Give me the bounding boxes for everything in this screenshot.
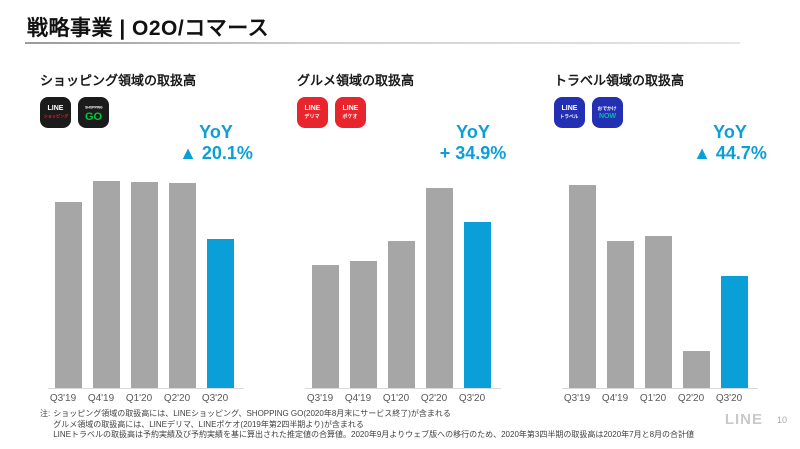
chart-title: トラベル領域の取扱高: [554, 73, 685, 88]
app-icon-row: LINE デリマ LINE ポケオ: [297, 97, 547, 128]
icon-label: おでかけ: [597, 106, 618, 111]
app-icon-row: LINE ショッピング SHOPPING GO: [40, 97, 290, 128]
bar-chart: Q3'19 Q4'19 Q1'20 Q2'20 Q3'20: [562, 173, 762, 404]
yoy-badge: YoY + 34.9%: [417, 122, 529, 164]
bars: [305, 173, 505, 388]
icon-label: ポケオ: [342, 113, 359, 120]
chart-section-shopping: ショッピング領域の取扱高 LINE ショッピング SHOPPING GO YoY…: [40, 70, 290, 410]
bars: [48, 173, 248, 388]
icon-label: LINE: [342, 104, 359, 112]
x-axis-labels: Q3'19 Q4'19 Q1'20 Q2'20 Q3'20: [44, 393, 248, 404]
page-number: 10: [776, 415, 787, 425]
bar-q3-20: [721, 276, 748, 388]
bar-q1-20: [645, 236, 672, 388]
x-tick: Q2'20: [677, 393, 705, 404]
shopping-go-icon: SHOPPING GO: [78, 97, 109, 128]
icon-label: LINE: [47, 104, 64, 112]
bar-q1-20: [131, 182, 158, 388]
bars: [562, 173, 762, 388]
bar-chart: Q3'19 Q4'19 Q1'20 Q2'20 Q3'20: [48, 173, 248, 404]
bar-q4-19: [350, 261, 377, 388]
x-tick: Q4'19: [87, 393, 115, 404]
x-tick: Q2'20: [420, 393, 448, 404]
x-tick: Q3'19: [563, 393, 591, 404]
x-axis-line: [305, 388, 501, 389]
chart-section-gourmet: グルメ領域の取扱高 LINE デリマ LINE ポケオ YoY + 34.9%: [297, 70, 547, 410]
bar-q3-20: [464, 222, 491, 388]
yoy-value: ▲ 20.1%: [179, 143, 253, 163]
line-delima-icon: LINE デリマ: [297, 97, 328, 128]
yoy-label: YoY: [713, 122, 747, 142]
icon-label: LINE: [561, 104, 578, 112]
bar-q3-19: [312, 265, 339, 388]
x-tick: Q4'19: [601, 393, 629, 404]
footnote-line: グルメ領域の取扱高には、LINEデリマ、LINEポケオ(2019年第2四半期より…: [53, 419, 364, 429]
icon-label: SHOPPING: [84, 105, 103, 110]
icon-label: NOW: [598, 112, 617, 120]
x-tick: Q3'20: [458, 393, 486, 404]
chart-title: ショッピング領域の取扱高: [40, 73, 197, 88]
odekake-now-icon: おでかけ NOW: [592, 97, 623, 128]
title-divider: [25, 42, 740, 44]
bar-q3-20: [207, 239, 234, 388]
x-tick: Q1'20: [125, 393, 153, 404]
bar-q2-20: [426, 188, 453, 388]
x-axis-labels: Q3'19 Q4'19 Q1'20 Q2'20 Q3'20: [558, 393, 762, 404]
app-icon-row: LINE トラベル おでかけ NOW: [554, 97, 800, 128]
line-travel-icon: LINE トラベル: [554, 97, 585, 128]
line-pokeo-icon: LINE ポケオ: [335, 97, 366, 128]
bar-q3-19: [569, 185, 596, 388]
x-tick: Q1'20: [639, 393, 667, 404]
x-tick: Q4'19: [344, 393, 372, 404]
yoy-label: YoY: [456, 122, 490, 142]
bar-chart: Q3'19 Q4'19 Q1'20 Q2'20 Q3'20: [305, 173, 505, 404]
bar-q2-20: [169, 183, 196, 388]
bar-q4-19: [607, 241, 634, 388]
bar-q3-19: [55, 202, 82, 388]
yoy-badge: YoY ▲ 44.7%: [674, 122, 786, 164]
x-tick: Q2'20: [163, 393, 191, 404]
x-axis-labels: Q3'19 Q4'19 Q1'20 Q2'20 Q3'20: [301, 393, 505, 404]
footnotes: 注: ショッピング領域の取扱高には、LINEショッピング、SHOPPING GO…: [40, 409, 694, 441]
page-title: 戦略事業 | O2O/コマース: [27, 17, 270, 40]
bar-q1-20: [388, 241, 415, 388]
line-shopping-icon: LINE ショッピング: [40, 97, 71, 128]
chart-title: グルメ領域の取扱高: [297, 73, 415, 88]
line-logo: LINE: [724, 411, 763, 428]
yoy-label: YoY: [199, 122, 233, 142]
bar-q2-20: [683, 351, 710, 388]
x-tick: Q1'20: [382, 393, 410, 404]
footnote-line: ショッピング領域の取扱高には、LINEショッピング、SHOPPING GO(20…: [53, 409, 451, 418]
footnote-lines: ショッピング領域の取扱高には、LINEショッピング、SHOPPING GO(20…: [53, 409, 694, 441]
x-tick: Q3'19: [306, 393, 334, 404]
yoy-badge: YoY ▲ 20.1%: [160, 122, 272, 164]
footnote-prefix: 注:: [40, 409, 51, 418]
x-axis-line: [562, 388, 758, 389]
yoy-value: + 34.9%: [439, 143, 507, 163]
icon-label: ショッピング: [43, 114, 68, 119]
footnote-line: LINEトラベルの取扱高は予約実績及び予約実績を基に算出された推定値の合算値。2…: [53, 430, 695, 439]
icon-label: デリマ: [304, 113, 321, 120]
bar-q4-19: [93, 181, 120, 388]
chart-section-travel: トラベル領域の取扱高 LINE トラベル おでかけ NOW YoY ▲ 44.7…: [554, 70, 800, 410]
x-axis-line: [48, 388, 244, 389]
icon-label: トラベル: [560, 114, 579, 119]
x-tick: Q3'19: [49, 393, 77, 404]
x-tick: Q3'20: [201, 393, 229, 404]
yoy-value: ▲ 44.7%: [693, 143, 767, 163]
icon-label: GO: [84, 110, 103, 123]
icon-label: LINE: [304, 104, 321, 112]
x-tick: Q3'20: [715, 393, 743, 404]
